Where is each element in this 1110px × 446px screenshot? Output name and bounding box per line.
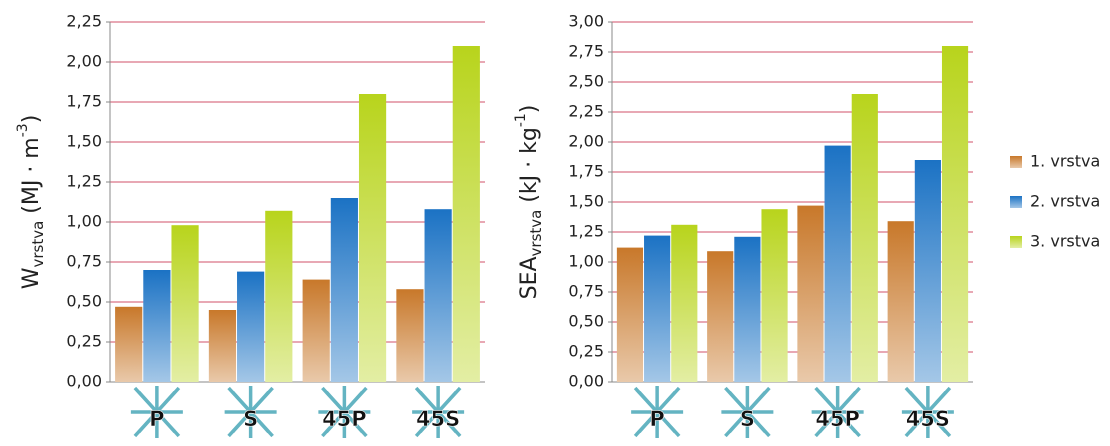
y-label-main: SEA [517,256,542,299]
y-tick-label: 0,25 [66,332,102,351]
bar [171,225,199,382]
bar [452,46,480,382]
y-axis-label: Wvrstva (MJ · m-3) [15,115,47,290]
x-tick-label: 45S [416,407,460,431]
y-label-sup: -1 [513,113,529,127]
y-tick-label: 0,75 [568,282,604,301]
y-tick-label: 1,00 [568,252,604,271]
bar [887,221,914,382]
y-tick-label: 1,50 [66,132,102,151]
category-icon [811,386,864,438]
category-icon [318,386,371,438]
y-tick-label: 0,00 [568,372,604,391]
y-tick-label: 1,75 [568,162,604,181]
x-tick-label: 45P [322,407,367,431]
x-tick-label: P [149,407,164,431]
x-tick-label: S [740,407,755,431]
bar [143,270,171,382]
y-label-rest: (MJ · m [19,137,44,220]
legend-label: 2. vrstva [1030,192,1100,211]
x-tick-label: 45P [815,407,860,431]
bar [424,209,452,382]
y-tick-label: 3,00 [568,12,604,31]
y-tick-label: 1,25 [66,172,102,191]
bar [941,46,969,382]
legend-swatch [1010,196,1022,208]
category-icon [721,386,774,438]
y-tick-label: 2,00 [66,52,102,71]
y-tick-label: 0,75 [66,252,102,271]
bar [208,310,237,382]
bar [237,271,265,382]
y-label-sub: vrstva [527,210,545,257]
bar [302,279,330,382]
legend-swatch [1010,236,1022,248]
bar [396,289,424,382]
bar [851,94,878,382]
y-tick-label: 0,50 [66,292,102,311]
y-label-rest: (kJ · kg [517,127,542,210]
category-icon [224,386,277,438]
bar [824,145,851,382]
y-tick-label: 0,50 [568,312,604,331]
legend-swatch [1010,156,1022,168]
y-label-end: ) [517,105,542,114]
legend-label: 3. vrstva [1030,232,1100,251]
y-tick-label: 0,25 [568,342,604,361]
y-tick-label: 1,25 [568,222,604,241]
bar [330,198,358,382]
y-tick-label: 0,00 [66,372,102,391]
x-tick-label: S [243,407,258,431]
bar [671,224,698,382]
y-tick-label: 1,50 [568,192,604,211]
y-tick-label: 2,00 [568,132,604,151]
bar [644,235,671,382]
y-label-sup: -3 [15,123,31,137]
y-tick-label: 1,75 [66,92,102,111]
bar [115,306,143,382]
x-tick-label: P [649,407,664,431]
bar [265,210,293,382]
bar [914,160,941,382]
category-icon [631,386,684,438]
bar [734,236,761,382]
y-tick-label: 2,25 [66,12,102,31]
y-tick-label: 2,75 [568,42,604,61]
bar [358,94,387,382]
y-label-sub: vrstva [29,221,47,268]
x-tick-label: 45S [906,407,950,431]
bar [797,205,824,382]
y-axis-label: SEAvrstva (kJ · kg-1) [513,105,545,300]
bar [616,247,644,382]
y-tick-label: 2,50 [568,72,604,91]
bar [707,251,734,382]
category-icon [130,386,183,438]
y-label-end: ) [19,115,44,124]
category-icon [901,386,954,438]
y-tick-label: 2,25 [568,102,604,121]
y-tick-label: 1,00 [66,212,102,231]
y-label-main: W [19,267,44,289]
bar [761,209,788,382]
category-icon [412,386,465,438]
legend-label: 1. vrstva [1030,152,1100,171]
